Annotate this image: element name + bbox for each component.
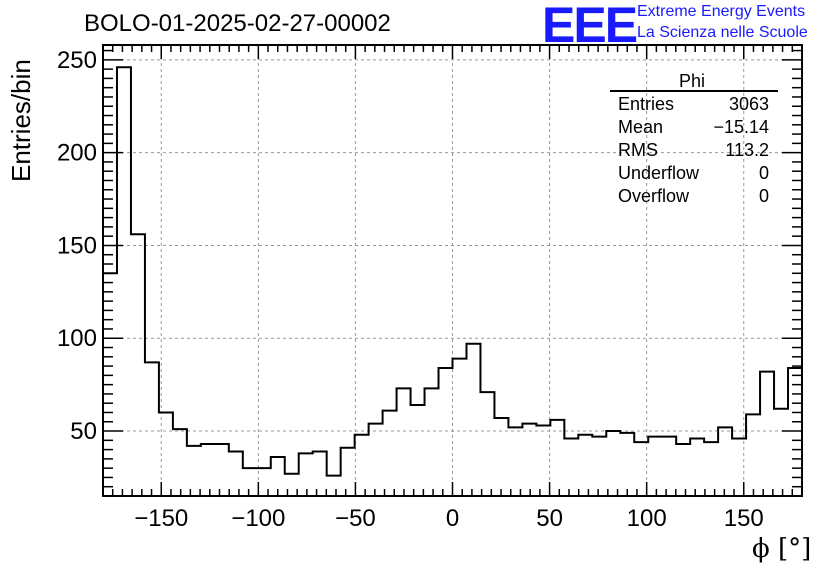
- x-tick-label: 150: [724, 505, 764, 532]
- stat-value-entries: 3063: [728, 94, 769, 114]
- x-tick-label: −50: [335, 505, 376, 532]
- stat-value-overflow: 0: [758, 186, 769, 206]
- eee-logo: EEE: [542, 0, 638, 53]
- y-tick-label: 100: [57, 325, 97, 352]
- axis-ticks: [103, 45, 802, 496]
- y-tick-label: 150: [57, 232, 97, 259]
- stat-label-mean: Mean: [618, 117, 664, 137]
- stat-value-mean: −15.14: [713, 117, 769, 137]
- chart-title: BOLO-01-2025-02-27-00002: [84, 10, 391, 37]
- y-tick-label: 250: [57, 47, 97, 74]
- y-axis-label: Entries/bin: [6, 59, 36, 182]
- stat-label-underflow: Underflow: [618, 163, 700, 183]
- y-tick-labels: 50 100 150 200 250: [57, 47, 97, 445]
- x-axis-label: ϕ [°]: [752, 534, 812, 564]
- statbox-title: Phi: [679, 71, 706, 91]
- grid-lines: [103, 45, 802, 496]
- stat-label-entries: Entries: [618, 94, 675, 114]
- histogram-series-phi: [103, 66, 802, 477]
- logo-line-1: Extreme Energy Events: [637, 3, 806, 20]
- x-tick-label: 0: [446, 505, 459, 532]
- x-tick-label: −150: [134, 505, 188, 532]
- x-tick-label: −100: [231, 505, 285, 532]
- x-tick-label: 50: [536, 505, 563, 532]
- stat-label-rms: RMS: [618, 140, 658, 160]
- stat-value-rms: 113.2: [725, 140, 769, 160]
- x-tick-labels: −150 −100 −50 0 50 100 150: [134, 505, 764, 532]
- y-tick-label: 50: [70, 418, 97, 445]
- logo-line-2: La Scienza nelle Scuole: [637, 24, 808, 41]
- stat-label-overflow: Overflow: [618, 186, 690, 206]
- x-tick-label: 100: [627, 505, 667, 532]
- y-tick-label: 200: [57, 140, 97, 167]
- stat-value-underflow: 0: [758, 163, 769, 183]
